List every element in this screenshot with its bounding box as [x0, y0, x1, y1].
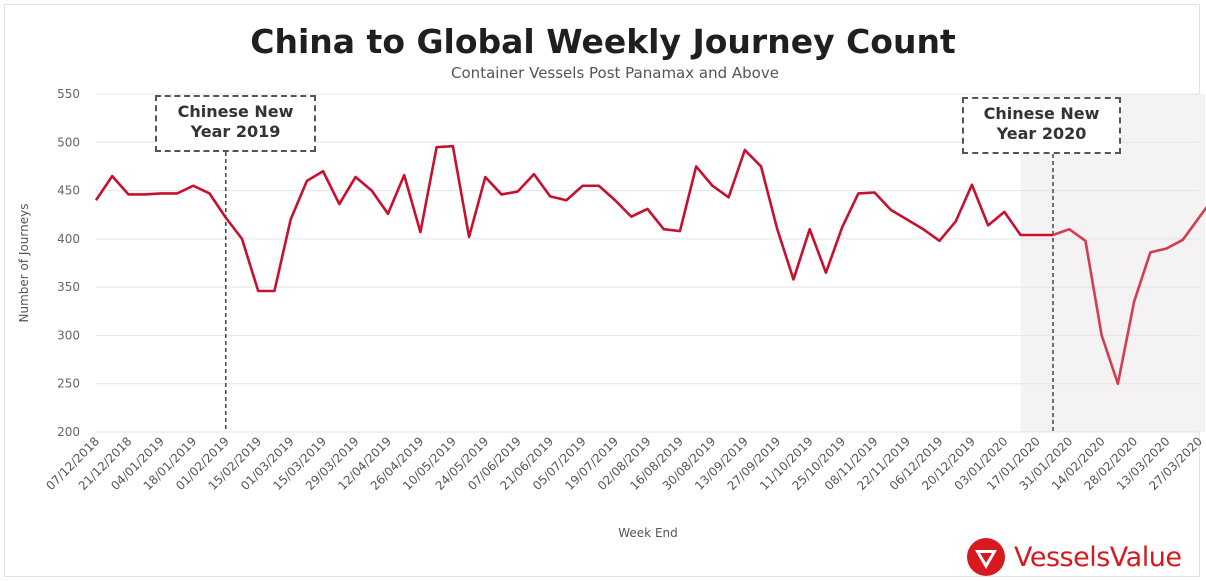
y-tick-label-350: 350: [57, 280, 80, 294]
vesselsvalue-logo-icon: [967, 538, 1005, 576]
chart-subtitle: Container Vessels Post Panamax and Above: [451, 64, 779, 82]
y-tick-label-400: 400: [57, 232, 80, 246]
y-tick-label-300: 300: [57, 328, 80, 342]
vesselsvalue-logo-text: VesselsValue: [1014, 541, 1182, 573]
series-line: [94, 144, 1054, 293]
annotation-cny-2020: Chinese New Year 2020: [962, 97, 1121, 154]
y-axis-title: Number of Journeys: [17, 204, 31, 323]
annotation-cny-2020-line1: Chinese New: [983, 104, 1100, 123]
y-tick-label-200: 200: [57, 425, 80, 439]
y-tick-label-500: 500: [57, 135, 80, 149]
chart-title: China to Global Weekly Journey Count: [250, 22, 956, 61]
x-axis-title: Week End: [618, 526, 678, 540]
vesselsvalue-logo: VesselsValue: [966, 534, 1182, 580]
annotation-cny-2020-line2: Year 2020: [996, 124, 1087, 143]
y-tick-label-250: 250: [57, 377, 80, 391]
annotation-cny-2019: Chinese New Year 2019: [155, 95, 316, 152]
y-tick-label-450: 450: [57, 184, 80, 198]
y-tick-label-550: 550: [57, 87, 80, 101]
annotation-cny-2019-line1: Chinese New: [177, 102, 294, 121]
annotation-cny-2019-line2: Year 2019: [190, 122, 281, 141]
